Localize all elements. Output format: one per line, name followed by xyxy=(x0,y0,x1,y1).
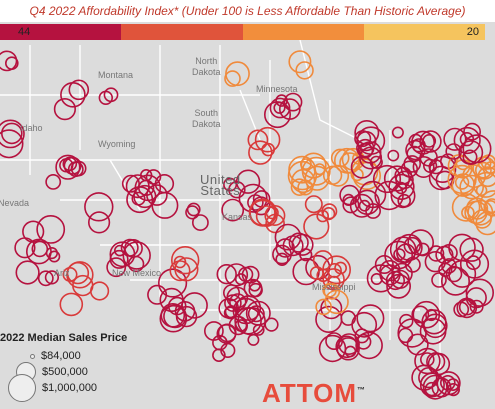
north-dakota-text: North Dakota xyxy=(192,56,221,77)
scale-segment-3 xyxy=(243,24,364,40)
state-label-nevada: Nevada xyxy=(0,198,29,209)
legend-label-small: $84,000 xyxy=(41,350,81,362)
legend-label-large: $1,000,000 xyxy=(42,382,97,394)
south-dakota-text: South Dakota xyxy=(192,108,221,129)
scale-min-label: 44 xyxy=(18,24,30,40)
state-label-north-dakota: North Dakota xyxy=(192,56,221,78)
state-label-south-dakota: South Dakota xyxy=(192,108,221,130)
map-title: Q4 2022 Affordability Index* (Under 100 … xyxy=(0,0,495,22)
size-legend: 2022 Median Sales Price $84,000 $500,000… xyxy=(0,332,150,396)
legend-item-small: $84,000 xyxy=(30,348,150,364)
legend-label-medium: $500,000 xyxy=(42,366,88,378)
logo-trademark: ™ xyxy=(357,385,366,394)
state-label-arizona: Ariz xyxy=(54,268,70,279)
legend-circle-small xyxy=(30,354,35,359)
state-label-kansas: Kansas xyxy=(222,212,252,223)
state-label-wyoming: Wyoming xyxy=(98,139,135,150)
affordability-scale: 44 20 xyxy=(0,24,485,40)
legend-circle-large xyxy=(8,374,36,402)
state-label-united-states: United States xyxy=(200,174,241,196)
scale-segment-2 xyxy=(121,24,242,40)
state-label-mississippi: Mississippi xyxy=(312,282,356,293)
attom-logo: ATTOM™ xyxy=(262,378,366,409)
state-label-idaho: Idaho xyxy=(20,123,43,134)
united-states-text: United States xyxy=(200,172,241,198)
state-label-new-mexico: New Mexico xyxy=(112,268,161,279)
state-label-montana: Montana xyxy=(98,70,133,81)
state-label-minnesota: Minnesota xyxy=(256,84,298,95)
logo-text: ATTOM xyxy=(262,378,357,408)
scale-max-label: 20 xyxy=(467,24,479,40)
legend-item-large: $1,000,000 xyxy=(0,380,150,396)
legend-title: 2022 Median Sales Price xyxy=(0,332,150,344)
